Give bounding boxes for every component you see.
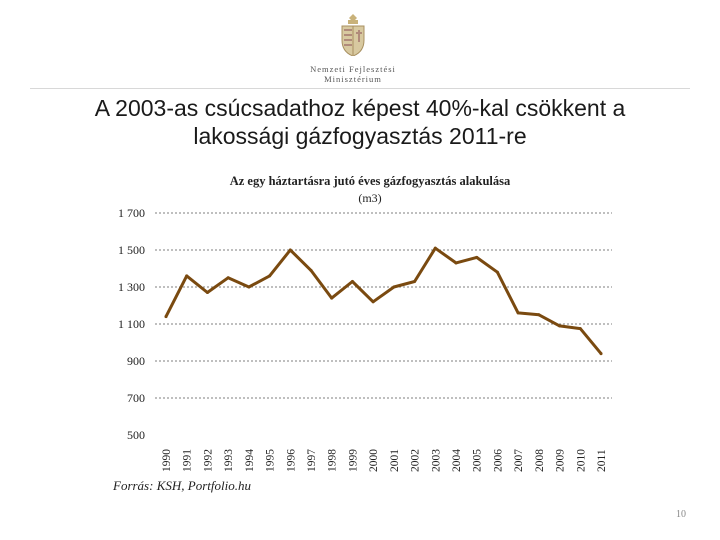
x-tick-label: 2003 xyxy=(430,449,442,472)
y-axis-ticks: 500 700 900 1 100 1 300 1 500 1 700 xyxy=(118,206,145,442)
data-point xyxy=(578,327,582,331)
data-point xyxy=(495,270,499,274)
data-point xyxy=(226,276,230,280)
y-tick-label: 1 700 xyxy=(118,206,145,220)
y-tick-label: 1 300 xyxy=(118,280,145,294)
data-point xyxy=(164,315,168,319)
x-tick-label: 2008 xyxy=(534,449,546,472)
x-tick-label: 2007 xyxy=(513,449,525,472)
data-point xyxy=(516,311,520,315)
data-point xyxy=(330,296,334,300)
y-tick-label: 1 100 xyxy=(118,317,145,331)
data-point xyxy=(433,246,437,250)
data-point xyxy=(288,248,292,252)
x-tick-label: 1996 xyxy=(285,449,297,472)
slide-title-line2: lakossági gázfogyasztás 2011-re xyxy=(193,123,527,149)
data-point xyxy=(247,285,251,289)
data-point xyxy=(599,352,603,356)
logo-line2: Minisztérium xyxy=(324,74,382,84)
x-tick-label: 1995 xyxy=(265,449,277,472)
x-tick-label: 1990 xyxy=(161,449,173,472)
data-point xyxy=(392,285,396,289)
x-tick-label: 1998 xyxy=(327,449,339,472)
slide-title-line1: A 2003-as csúcsadathoz képest 40%-kal cs… xyxy=(94,95,626,121)
x-tick-label: 1991 xyxy=(182,449,194,472)
data-point xyxy=(475,255,479,259)
x-tick-label: 1992 xyxy=(202,449,214,472)
logo-line1: Nemzeti Fejlesztési xyxy=(310,64,396,74)
x-tick-label: 2000 xyxy=(368,449,380,472)
x-tick-label: 2002 xyxy=(410,449,422,472)
y-tick-label: 700 xyxy=(127,391,145,405)
data-point xyxy=(185,274,189,278)
x-tick-label: 2011 xyxy=(596,449,608,472)
slide-title: A 2003-as csúcsadathoz képest 40%-kal cs… xyxy=(20,94,700,150)
data-point xyxy=(558,324,562,328)
y-tick-label: 500 xyxy=(127,428,145,442)
x-axis-ticks: 1990 1991 1992 1993 1994 1995 1996 1997 1998 1999… xyxy=(161,449,608,472)
chart-title: Az egy háztartásra jutó éves gázfogyaszt… xyxy=(229,174,511,188)
y-tick-label: 900 xyxy=(127,354,145,368)
series-layer xyxy=(164,246,603,356)
data-point xyxy=(413,279,417,283)
x-tick-label: 1999 xyxy=(347,449,359,472)
ministry-logo: Nemzeti Fejlesztési Minisztérium xyxy=(298,14,408,94)
series-line xyxy=(164,246,603,356)
x-tick-label: 1994 xyxy=(244,449,256,472)
x-tick-label: 2006 xyxy=(492,449,504,472)
page-number: 10 xyxy=(676,509,686,520)
data-point xyxy=(205,291,209,295)
header-divider xyxy=(30,88,690,89)
chart-unit: (m3) xyxy=(358,191,382,205)
y-tick-label: 1 500 xyxy=(118,243,145,257)
data-point xyxy=(371,300,375,304)
x-tick-label: 1993 xyxy=(223,449,235,472)
x-tick-label: 2005 xyxy=(472,449,484,472)
data-point xyxy=(268,274,272,278)
data-point xyxy=(537,313,541,317)
x-tick-label: 2004 xyxy=(451,449,463,472)
data-point xyxy=(454,261,458,265)
coat-of-arms-icon xyxy=(341,14,365,56)
data-point xyxy=(350,279,354,283)
x-tick-label: 2010 xyxy=(575,449,587,472)
data-point xyxy=(309,268,313,272)
x-tick-label: 2001 xyxy=(389,449,401,472)
x-tick-label: 1997 xyxy=(306,449,318,472)
grid-lines xyxy=(155,212,612,399)
x-tick-label: 2009 xyxy=(555,449,567,472)
source-note: Forrás: KSH, Portfolio.hu xyxy=(113,478,251,493)
